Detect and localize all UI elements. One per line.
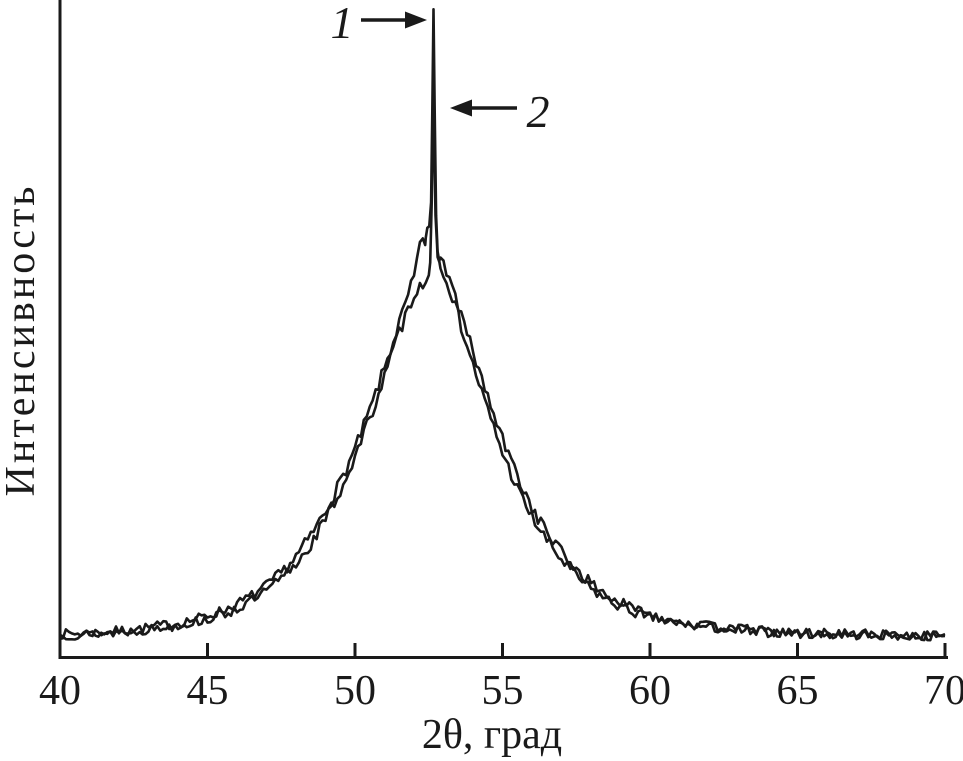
curve-1-label: 1 [331,0,354,48]
y-axis-title: Интенсивность [0,184,44,497]
x-tick-label: 40 [39,668,81,714]
x-tick-label: 60 [629,668,671,714]
curve-1-arrow-head-icon [405,11,427,29]
x-tick-label: 70 [924,668,963,714]
x-tick-label: 55 [482,668,524,714]
curve-2-arrow-head-icon [450,99,472,117]
x-axis-ticks [58,643,947,657]
x-tick-label: 50 [334,668,376,714]
x-tick-label: 45 [187,668,229,714]
annotation-curve-1: 1 [331,0,427,48]
x-tick-label: 65 [777,668,819,714]
annotation-curve-2: 2 [450,86,550,137]
curve-1 [59,8,946,642]
x-axis-title: 2θ, град [422,712,562,758]
axes [58,0,948,659]
curve-2 [59,99,946,642]
curve-2-label: 2 [527,86,550,137]
data-curves [59,8,946,642]
x-axis-tick-labels: 40 45 50 55 60 65 70 [39,668,963,714]
